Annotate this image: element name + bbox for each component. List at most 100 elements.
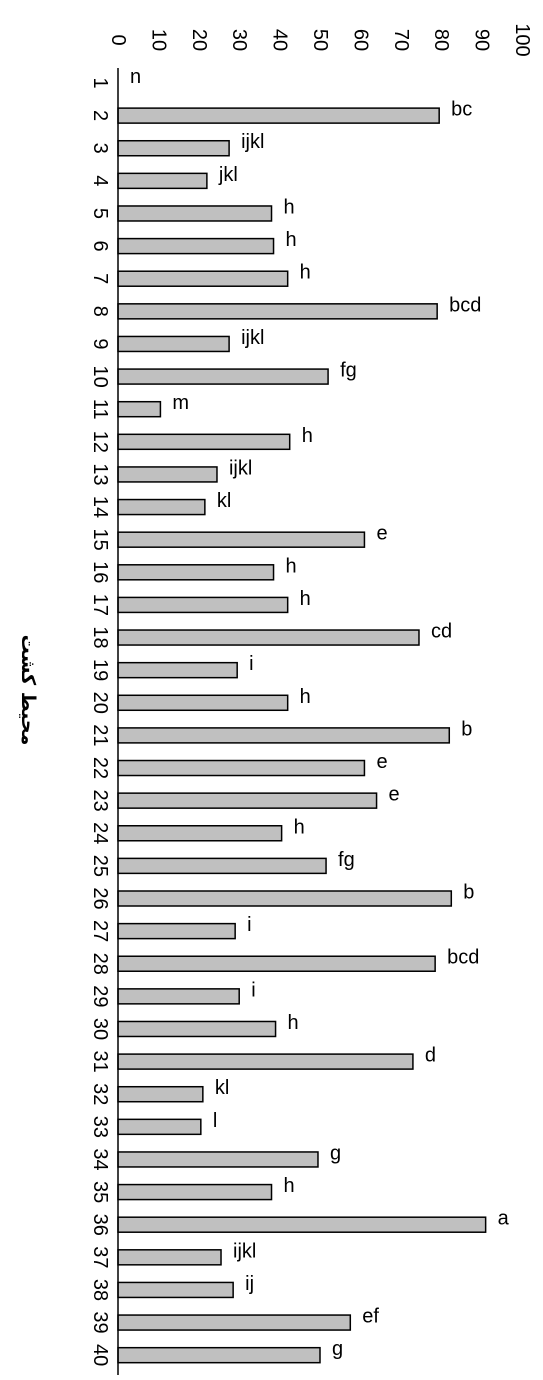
category-label: 20: [89, 692, 111, 714]
bar: [117, 1020, 277, 1038]
significance-label: h: [288, 1012, 299, 1034]
category-label: 40: [89, 1344, 111, 1366]
bar: [117, 400, 162, 418]
category-label: 33: [89, 1116, 111, 1138]
bar: [117, 498, 206, 516]
bar: [117, 1085, 204, 1103]
category-label: 9: [89, 338, 111, 349]
significance-label: h: [286, 555, 297, 577]
significance-label: h: [286, 229, 297, 251]
category-label: 23: [89, 790, 111, 812]
bar: [117, 139, 230, 157]
category-label: 8: [89, 306, 111, 317]
category-label: 12: [89, 431, 111, 453]
category-label: 24: [89, 822, 111, 844]
bar: [117, 1183, 273, 1201]
category-label: 34: [89, 1148, 111, 1170]
value-tick-label: 100: [511, 23, 533, 56]
bar: [117, 661, 238, 679]
significance-label: bc: [451, 99, 472, 121]
significance-label: i: [251, 979, 255, 1001]
bar: [117, 1053, 414, 1070]
significance-label: ijkl: [241, 131, 264, 153]
category-label: 27: [89, 920, 111, 942]
category-label: 26: [89, 887, 111, 909]
bar: [117, 629, 420, 646]
significance-label: m: [172, 392, 189, 414]
value-tick-label: 30: [228, 29, 250, 51]
category-label: 3: [89, 143, 111, 154]
category-label: 15: [89, 529, 111, 551]
bar: [117, 596, 289, 614]
category-label: 18: [89, 626, 111, 648]
bar: [117, 205, 273, 222]
data-labels: nbcijkljklhhhbcdijklfgmhijklklehhcdihbee…: [130, 66, 510, 1360]
significance-label: bcd: [447, 947, 479, 969]
category-axis-labels: 1234567891011121314151617181920212223242…: [89, 77, 111, 1366]
significance-label: cd: [431, 621, 452, 643]
significance-label: h: [300, 588, 311, 610]
bar: [117, 335, 230, 353]
category-label: 16: [89, 561, 111, 583]
category-label: 10: [89, 365, 111, 387]
category-label: 14: [89, 496, 111, 518]
category-label: 11: [89, 399, 111, 420]
significance-label: b: [463, 882, 474, 904]
bar: [117, 890, 453, 907]
bar: [117, 759, 366, 777]
significance-label: n: [130, 66, 141, 88]
category-label: 32: [89, 1083, 111, 1105]
significance-label: b: [461, 718, 472, 740]
category-label: 17: [89, 594, 111, 616]
significance-label: h: [284, 1175, 295, 1197]
value-tick-label: 90: [471, 29, 493, 51]
category-label: 39: [89, 1311, 111, 1333]
significance-label: a: [498, 1208, 510, 1230]
bar: [117, 564, 275, 581]
significance-label: kl: [215, 1077, 229, 1099]
value-tick-label: 10: [147, 29, 169, 51]
significance-label: fg: [340, 360, 357, 382]
bar: [117, 1346, 321, 1364]
category-label: 7: [89, 273, 111, 284]
significance-label: g: [332, 1338, 343, 1360]
value-tick-label: 80: [430, 29, 452, 51]
significance-label: h: [300, 686, 311, 708]
significance-label: fg: [338, 849, 355, 871]
category-label: 21: [89, 724, 111, 746]
significance-label: e: [376, 751, 387, 773]
significance-label: h: [294, 816, 305, 838]
significance-label: bcd: [449, 294, 481, 316]
significance-label: kl: [217, 490, 231, 512]
bar: [117, 727, 451, 744]
bar: [117, 1151, 319, 1168]
value-tick-label: 50: [309, 29, 331, 51]
category-label: 22: [89, 757, 111, 779]
bar: [117, 466, 218, 483]
category-label: 19: [89, 659, 111, 681]
significance-label: h: [284, 196, 295, 218]
bar: [117, 694, 289, 712]
bar: [117, 1118, 202, 1136]
bar: [117, 107, 440, 124]
significance-label: h: [300, 262, 311, 284]
bar: [117, 792, 378, 809]
value-tick-label: 60: [349, 29, 371, 51]
bar: [117, 303, 438, 320]
bar: [117, 1314, 352, 1331]
category-label: 38: [89, 1279, 111, 1301]
bar: [117, 1281, 234, 1299]
bar: [117, 368, 329, 385]
bar: [117, 531, 366, 548]
bar: [117, 270, 289, 287]
bar: [117, 922, 236, 940]
significance-label: ijkl: [241, 327, 264, 349]
category-label: 35: [89, 1181, 111, 1203]
value-tick-label: 40: [269, 29, 291, 51]
category-axis-title: محیط کشت: [17, 635, 39, 746]
significance-label: d: [425, 1045, 436, 1067]
bar: [117, 857, 327, 875]
value-tick-label: 70: [390, 29, 412, 51]
category-label: 25: [89, 855, 111, 877]
category-label: 36: [89, 1214, 111, 1236]
